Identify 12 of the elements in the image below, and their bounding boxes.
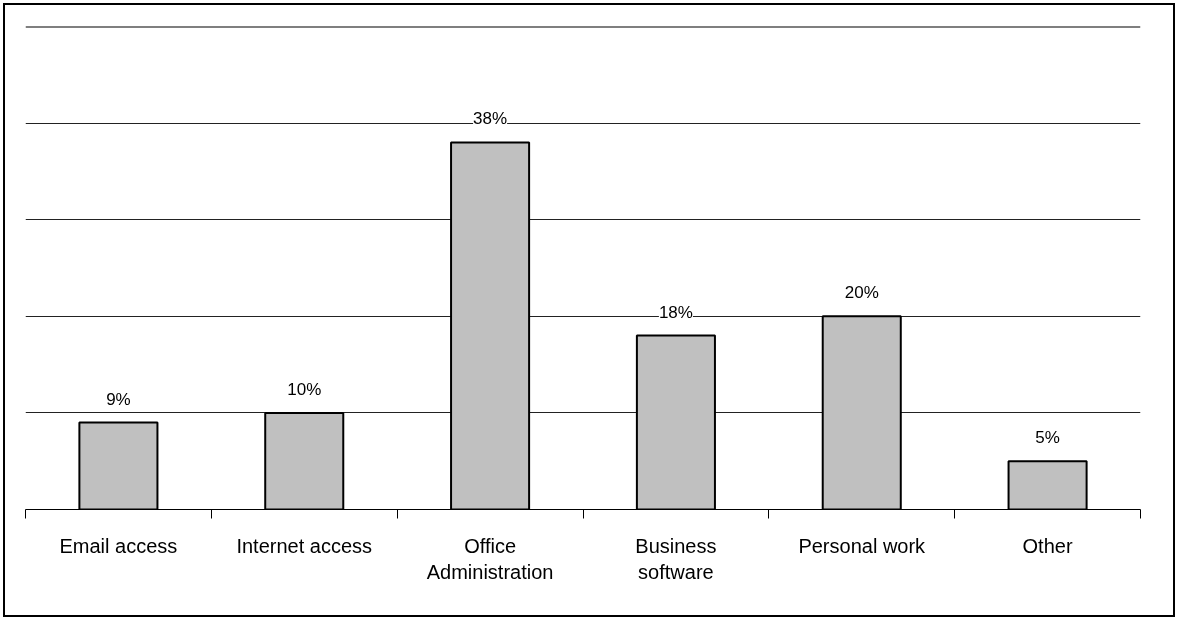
x-tick-label: Business software (635, 534, 717, 583)
data-label: 18% (658, 302, 693, 322)
x-tick-label: Personal work (798, 534, 927, 557)
x-tick-label: Other (1022, 534, 1073, 557)
data-label: 5% (1035, 428, 1060, 448)
data-label: 10% (287, 379, 322, 399)
data-label: 20% (844, 283, 879, 303)
data-label: 38% (473, 109, 508, 129)
x-tick-label: Office Administration (426, 534, 554, 583)
data-label: 9% (106, 389, 131, 409)
x-tick-label: Internet access (236, 534, 373, 557)
x-tick-label: Email access (59, 534, 178, 557)
